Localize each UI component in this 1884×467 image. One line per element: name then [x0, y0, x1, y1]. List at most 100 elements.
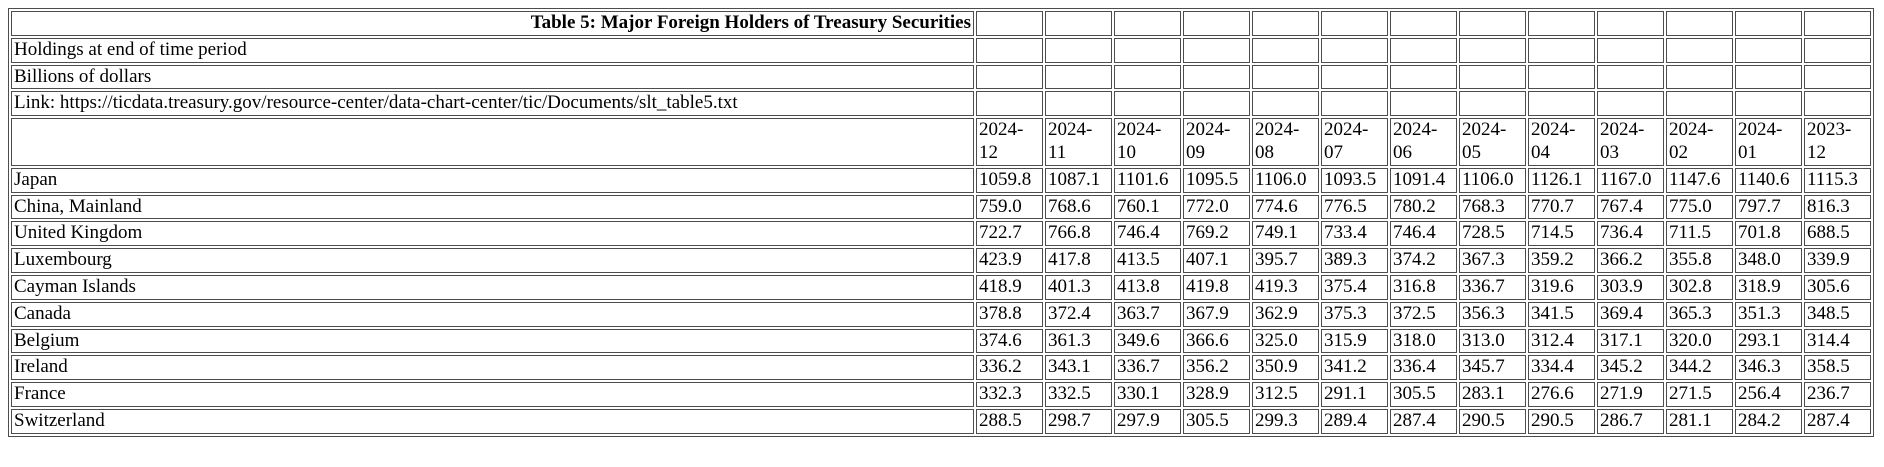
empty-cell — [1528, 91, 1595, 117]
table-row: Luxembourg 423.9 417.8 413.5 407.1 395.7 389.3… — [11, 248, 1871, 273]
column-header-2024-06: 2024-06 — [1390, 118, 1457, 166]
country-label: Belgium — [11, 328, 974, 354]
table-row: Canada 378.8 372.4 363.7 367.9 362.9 375.3 372.… — [11, 301, 1871, 327]
empty-cell — [1666, 64, 1733, 90]
country-label: Canada — [11, 301, 974, 327]
value-cell: 372.5 — [1390, 301, 1457, 327]
value-cell: 701.8 — [1735, 221, 1802, 247]
value-cell: 345.7 — [1459, 355, 1526, 381]
value-cell: 769.2 — [1183, 221, 1250, 247]
value-cell: 413.8 — [1114, 274, 1181, 300]
country-label: Japan — [11, 167, 974, 193]
value-cell: 332.3 — [976, 382, 1043, 407]
value-cell: 1087.1 — [1045, 167, 1112, 193]
empty-cell — [1735, 37, 1802, 63]
empty-cell — [1252, 11, 1319, 36]
empty-cell — [1804, 64, 1871, 90]
value-cell: 774.6 — [1252, 194, 1319, 220]
value-cell: 776.5 — [1321, 194, 1388, 220]
empty-cell — [1045, 37, 1112, 63]
value-cell: 736.4 — [1597, 221, 1664, 247]
value-cell: 419.8 — [1183, 274, 1250, 300]
empty-cell — [1321, 91, 1388, 117]
empty-cell — [1390, 91, 1457, 117]
empty-cell — [1114, 11, 1181, 36]
country-label: Luxembourg — [11, 248, 974, 273]
empty-cell — [1045, 64, 1112, 90]
value-cell: 348.0 — [1735, 248, 1802, 273]
column-header-label: 2024-01 — [1738, 119, 1783, 163]
value-cell: 356.3 — [1459, 301, 1526, 327]
value-cell: 334.4 — [1528, 355, 1595, 381]
value-cell: 317.1 — [1597, 328, 1664, 354]
value-cell: 312.4 — [1528, 328, 1595, 354]
empty-cell — [976, 37, 1043, 63]
column-header-label: 2024-12 — [979, 119, 1024, 163]
source-link-text: Link: https://ticdata.treasury.gov/resou… — [11, 91, 974, 117]
empty-cell — [1321, 11, 1388, 36]
units-note: Billions of dollars — [11, 64, 974, 90]
empty-cell — [1459, 11, 1526, 36]
value-cell: 1167.0 — [1597, 167, 1664, 193]
value-cell: 375.3 — [1321, 301, 1388, 327]
column-header-label: 2024-02 — [1669, 119, 1714, 163]
value-cell: 1095.5 — [1183, 167, 1250, 193]
value-cell: 374.2 — [1390, 248, 1457, 273]
value-cell: 1059.8 — [976, 167, 1043, 193]
empty-cell — [1804, 91, 1871, 117]
empty-cell — [1528, 11, 1595, 36]
value-cell: 1147.6 — [1666, 167, 1733, 193]
empty-cell — [1459, 91, 1526, 117]
column-header-2023-12: 2023-12 — [1804, 118, 1871, 166]
column-header-2024-04: 2024-04 — [1528, 118, 1595, 166]
value-cell: 1140.6 — [1735, 167, 1802, 193]
value-cell: 363.7 — [1114, 301, 1181, 327]
value-cell: 759.0 — [976, 194, 1043, 220]
empty-cell — [1735, 11, 1802, 36]
value-cell: 417.8 — [1045, 248, 1112, 273]
empty-cell — [1252, 64, 1319, 90]
value-cell: 355.8 — [1666, 248, 1733, 273]
value-cell: 344.2 — [1666, 355, 1733, 381]
treasury-holders-table: Table 5: Major Foreign Holders of Treasu… — [8, 8, 1874, 437]
column-header-2024-11: 2024-11 — [1045, 118, 1112, 166]
empty-cell — [1321, 64, 1388, 90]
value-cell: 766.8 — [1045, 221, 1112, 247]
value-cell: 359.2 — [1528, 248, 1595, 273]
value-cell: 760.1 — [1114, 194, 1181, 220]
value-cell: 351.3 — [1735, 301, 1802, 327]
value-cell: 281.1 — [1666, 408, 1733, 434]
column-header-label: 2024-05 — [1462, 119, 1507, 163]
value-cell: 290.5 — [1528, 408, 1595, 434]
value-cell: 336.7 — [1114, 355, 1181, 381]
value-cell: 293.1 — [1735, 328, 1802, 354]
empty-cell — [1183, 11, 1250, 36]
value-cell: 389.3 — [1321, 248, 1388, 273]
country-label: United Kingdom — [11, 221, 974, 247]
column-header-label: 2024-08 — [1255, 119, 1300, 163]
column-header-label: 2024-07 — [1324, 119, 1369, 163]
empty-cell — [1390, 64, 1457, 90]
value-cell: 345.2 — [1597, 355, 1664, 381]
empty-cell — [1735, 91, 1802, 117]
units-row: Billions of dollars — [11, 64, 1871, 90]
empty-cell — [1114, 91, 1181, 117]
empty-cell — [1183, 37, 1250, 63]
table-row: Ireland 336.2 343.1 336.7 356.2 350.9 341.2 336… — [11, 355, 1871, 381]
value-cell: 768.6 — [1045, 194, 1112, 220]
value-cell: 733.4 — [1321, 221, 1388, 247]
value-cell: 407.1 — [1183, 248, 1250, 273]
value-cell: 1106.0 — [1252, 167, 1319, 193]
value-cell: 372.4 — [1045, 301, 1112, 327]
empty-cell — [1804, 37, 1871, 63]
value-cell: 287.4 — [1390, 408, 1457, 434]
column-header-label: 2024-06 — [1393, 119, 1438, 163]
value-cell: 772.0 — [1183, 194, 1250, 220]
empty-cell — [1045, 91, 1112, 117]
value-cell: 749.1 — [1252, 221, 1319, 247]
value-cell: 375.4 — [1321, 274, 1388, 300]
empty-cell — [1390, 37, 1457, 63]
country-label: Ireland — [11, 355, 974, 381]
empty-cell — [1045, 11, 1112, 36]
value-cell: 336.4 — [1390, 355, 1457, 381]
